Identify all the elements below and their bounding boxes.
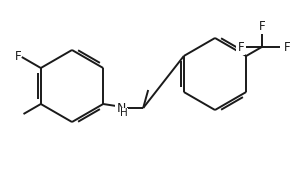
Text: N: N [117,101,126,115]
Text: F: F [284,40,290,53]
Text: F: F [258,19,265,33]
Text: H: H [120,108,128,118]
Text: F: F [15,50,21,62]
Text: F: F [237,40,244,53]
